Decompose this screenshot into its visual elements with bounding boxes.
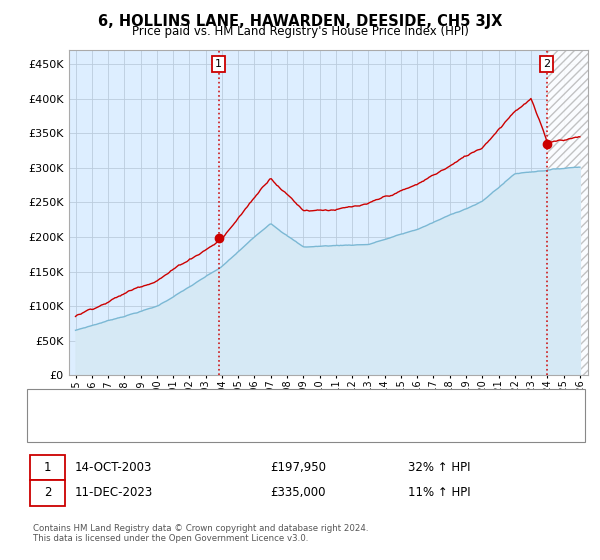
Text: 11% ↑ HPI: 11% ↑ HPI — [408, 486, 470, 500]
Text: Contains HM Land Registry data © Crown copyright and database right 2024.: Contains HM Land Registry data © Crown c… — [33, 524, 368, 533]
Bar — [547, 50, 588, 375]
Text: 32% ↑ HPI: 32% ↑ HPI — [408, 461, 470, 474]
Text: 1: 1 — [44, 461, 51, 474]
Bar — [547, 50, 588, 375]
Text: Price paid vs. HM Land Registry's House Price Index (HPI): Price paid vs. HM Land Registry's House … — [131, 25, 469, 38]
Text: 14-OCT-2003: 14-OCT-2003 — [75, 461, 152, 474]
Text: £335,000: £335,000 — [270, 486, 325, 500]
Text: HPI: Average price, detached house, Flintshire: HPI: Average price, detached house, Flin… — [75, 423, 316, 433]
Text: £197,950: £197,950 — [270, 461, 326, 474]
Text: 2: 2 — [543, 59, 550, 69]
Text: 1: 1 — [215, 59, 222, 69]
Text: 6, HOLLINS LANE, HAWARDEN, DEESIDE, CH5 3JX (detached house): 6, HOLLINS LANE, HAWARDEN, DEESIDE, CH5 … — [75, 400, 426, 410]
Text: 11-DEC-2023: 11-DEC-2023 — [75, 486, 153, 500]
Text: 6, HOLLINS LANE, HAWARDEN, DEESIDE, CH5 3JX: 6, HOLLINS LANE, HAWARDEN, DEESIDE, CH5 … — [98, 14, 502, 29]
Text: This data is licensed under the Open Government Licence v3.0.: This data is licensed under the Open Gov… — [33, 534, 308, 543]
Text: 2: 2 — [44, 486, 51, 500]
